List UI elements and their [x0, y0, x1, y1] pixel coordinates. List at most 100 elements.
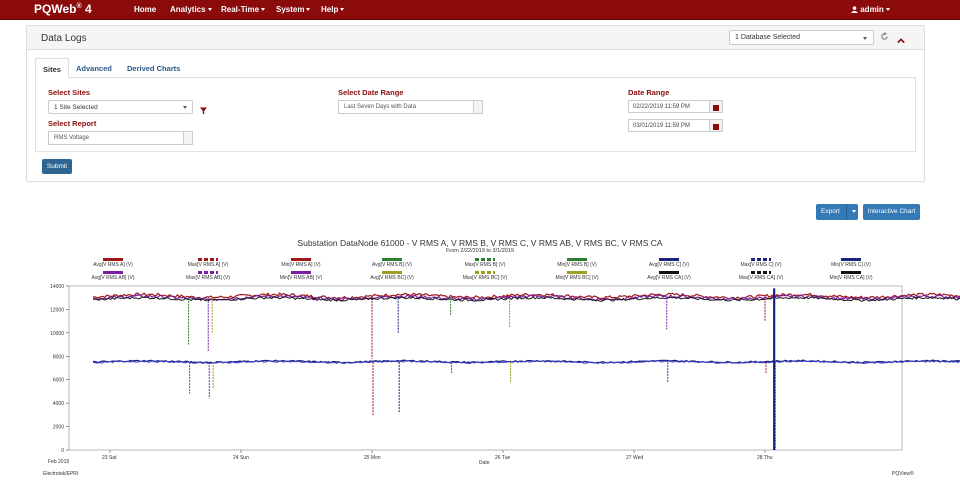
select-report-label: Select Report — [48, 119, 97, 128]
legend-label: Min[V RMS A] (V) — [281, 262, 321, 268]
brand-logo[interactable]: PQWeb® 4 — [34, 2, 92, 16]
legend-swatch — [841, 271, 861, 274]
legend-label: Max[V RMS AB] (V) — [186, 275, 230, 281]
legend-label: Max[V RMS A] (V) — [187, 262, 229, 268]
start-date-input[interactable]: 02/22/2019 11:59 PM — [628, 100, 710, 113]
legend-item[interactable]: Min[V RMS AB] (V) — [271, 271, 331, 281]
calendar-icon — [713, 105, 719, 111]
x-month-label: Feb 2019 — [48, 459, 70, 465]
series-line — [92, 296, 960, 302]
chevron-down-icon — [207, 8, 212, 12]
legend-label: Max[V RMS B] (V) — [464, 262, 506, 268]
legend-item[interactable]: Max[V RMS BC] (V) — [455, 271, 515, 281]
plot-frame — [68, 285, 903, 451]
series-line — [92, 293, 960, 302]
legend-item[interactable]: Max[V RMS AB] (V) — [178, 271, 238, 281]
interactive-chart-button[interactable]: Interactive Chart — [863, 204, 920, 220]
y-tick-label: 2000 — [53, 425, 64, 431]
end-date-input[interactable]: 03/01/2019 11:59 PM — [628, 119, 710, 132]
legend-item[interactable]: Min[V RMS A] (V) — [271, 258, 331, 268]
legend-swatch — [382, 258, 402, 261]
filter-icon[interactable] — [200, 102, 208, 115]
end-calendar-button[interactable] — [709, 119, 723, 132]
export-dropdown-toggle[interactable] — [846, 204, 858, 220]
database-select[interactable]: 1 Database Selected — [729, 30, 874, 45]
collapse-icon[interactable] — [897, 32, 907, 44]
legend-label: Avg[V RMS A] (V) — [93, 262, 133, 268]
y-tick-label: 4000 — [53, 401, 64, 407]
legend-item[interactable]: Avg[V RMS CA] (V) — [639, 271, 699, 281]
legend-item[interactable]: Min[V RMS B] (V) — [547, 258, 607, 268]
nav-analytics[interactable]: Analytics — [170, 5, 212, 14]
legend-label: Max[V RMS BC] (V) — [462, 275, 508, 281]
select-sites-label: Select Sites — [48, 88, 91, 97]
user-menu[interactable]: admin — [851, 5, 890, 14]
legend-swatch — [475, 271, 495, 274]
legend-label: Avg[V RMS AB] (V) — [91, 275, 135, 281]
legend-label: Min[V RMS CA] (V) — [829, 275, 873, 281]
legend-item[interactable]: Min[V RMS CA] (V) — [821, 271, 881, 281]
y-tick-label: 8000 — [53, 354, 64, 360]
report-select[interactable]: RMS Voltage — [48, 131, 193, 145]
submit-button[interactable]: Submit — [42, 159, 72, 174]
sites-select[interactable]: 1 Site Selected — [48, 100, 193, 114]
legend-label: Avg[V RMS BC] (V) — [370, 275, 414, 281]
x-tick-label: 26 Tue — [495, 455, 511, 461]
select-date-range-label: Select Date Range — [338, 88, 404, 97]
legend-label: Min[V RMS AB] (V) — [279, 275, 323, 281]
legend-item[interactable]: Min[V RMS C] (V) — [821, 258, 881, 268]
legend-item[interactable]: Avg[V RMS AB] (V) — [83, 271, 143, 281]
legend-item[interactable]: Min[V RMS BC] (V) — [547, 271, 607, 281]
tab-advanced[interactable]: Advanced — [76, 64, 112, 73]
legend-item[interactable]: Max[V RMS A] (V) — [178, 258, 238, 268]
y-tick-label: 6000 — [53, 378, 64, 384]
legend-label: Min[V RMS B] (V) — [557, 262, 597, 268]
calendar-icon — [713, 124, 719, 130]
tab-sites[interactable]: Sites — [35, 58, 69, 78]
start-calendar-button[interactable] — [709, 100, 723, 113]
panel-header: Data Logs 1 Database Selected — [27, 26, 924, 50]
tab-derived-charts[interactable]: Derived Charts — [127, 64, 181, 73]
legend-item[interactable]: Avg[V RMS A] (V) — [83, 258, 143, 268]
legend-label: Avg[V RMS C] (V) — [648, 262, 690, 268]
y-tick-label: 12000 — [50, 307, 64, 313]
date-range-select-value: Last Seven Days with Data — [344, 104, 417, 110]
chevron-down-icon — [183, 106, 187, 109]
legend-item[interactable]: Avg[V RMS C] (V) — [639, 258, 699, 268]
date-range-select[interactable]: Last Seven Days with Data — [338, 100, 483, 114]
legend-swatch — [198, 271, 218, 274]
x-tick-label: 25 Mon — [364, 455, 381, 461]
nav-system[interactable]: System — [276, 5, 311, 14]
legend-item[interactable]: Avg[V RMS BC] (V) — [362, 271, 422, 281]
nav-help[interactable]: Help — [321, 5, 345, 14]
brand-name: PQWeb — [34, 2, 77, 16]
legend-swatch — [567, 258, 587, 261]
legend-label: Avg[V RMS B] (V) — [372, 262, 412, 268]
y-tick-label: 10000 — [50, 331, 64, 337]
legend-label: Max[V RMS C] (V) — [740, 262, 782, 268]
legend-swatch — [103, 271, 123, 274]
nav-home[interactable]: Home — [134, 5, 157, 14]
legend-swatch — [291, 271, 311, 274]
refresh-icon[interactable] — [880, 32, 890, 42]
legend-label: Min[V RMS C] (V) — [831, 262, 871, 268]
footer-credit-left: Electrotek/EPRI — [43, 471, 79, 477]
legend-item[interactable]: Max[V RMS CA] (V) — [731, 271, 791, 281]
legend-item[interactable]: Max[V RMS B] (V) — [455, 258, 515, 268]
export-button[interactable]: Export — [816, 204, 858, 220]
legend-item[interactable]: Avg[V RMS B] (V) — [362, 258, 422, 268]
chevron-down-icon — [261, 8, 266, 12]
legend-label: Min[V RMS BC] (V) — [555, 275, 599, 281]
legend-item[interactable]: Max[V RMS C] (V) — [731, 258, 791, 268]
export-label: Export — [821, 208, 840, 215]
chart-title: Substation DataNode 61000 - V RMS A, V R… — [297, 238, 663, 248]
legend-label: Max[V RMS CA] (V) — [738, 275, 784, 281]
date-range-label: Date Range — [628, 88, 670, 97]
legend-swatch — [841, 258, 861, 261]
sites-form — [35, 78, 916, 152]
nav-real-time[interactable]: Real-Time — [221, 5, 266, 14]
brand-registered: ® — [76, 3, 82, 10]
chevron-down-icon — [340, 8, 345, 12]
x-tick-label: 27 Wed — [626, 455, 643, 461]
legend-swatch — [751, 271, 771, 274]
